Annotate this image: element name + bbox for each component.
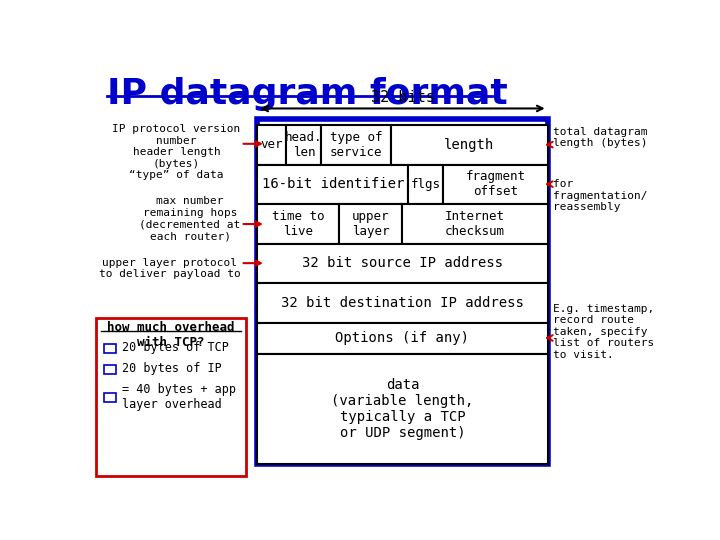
Text: 32 bit destination IP address: 32 bit destination IP address — [281, 296, 524, 310]
Text: data
(variable length,
typically a TCP
or UDP segment): data (variable length, typically a TCP o… — [331, 377, 474, 440]
Text: fragment
offset: fragment offset — [465, 170, 526, 198]
Text: how much overhead
with TCP?: how much overhead with TCP? — [107, 321, 235, 348]
Bar — [104, 393, 116, 402]
Bar — [391, 125, 548, 165]
Text: total datagram
length (bytes): total datagram length (bytes) — [553, 127, 648, 148]
Bar — [287, 125, 321, 165]
Text: ver: ver — [261, 138, 283, 151]
Text: head.
len: head. len — [285, 131, 323, 159]
Bar — [96, 319, 246, 476]
Text: 32 bit source IP address: 32 bit source IP address — [302, 256, 503, 271]
Text: for
fragmentation/
reassembly: for fragmentation/ reassembly — [553, 179, 648, 212]
Text: 32 bits: 32 bits — [371, 90, 434, 105]
Text: = 40 bytes + app
layer overhead: = 40 bytes + app layer overhead — [122, 383, 236, 411]
Text: upper layer protocol
to deliver payload to: upper layer protocol to deliver payload … — [99, 258, 240, 279]
Bar — [408, 165, 443, 204]
Text: IP protocol version
number
header length
(bytes)
“type” of data: IP protocol version number header length… — [112, 124, 240, 180]
Text: IP datagram format: IP datagram format — [107, 77, 508, 111]
Text: E.g. timestamp,
record route
taken, specify
list of routers
to visit.: E.g. timestamp, record route taken, spec… — [553, 303, 654, 360]
Bar — [258, 125, 287, 165]
Text: Options (if any): Options (if any) — [336, 331, 469, 345]
Text: length: length — [444, 138, 495, 152]
Bar — [402, 204, 548, 244]
Bar — [321, 125, 391, 165]
Text: 20 bytes of IP: 20 bytes of IP — [122, 362, 222, 375]
Text: 20 bytes of TCP: 20 bytes of TCP — [122, 341, 229, 354]
Text: flgs: flgs — [410, 178, 441, 191]
Bar — [258, 204, 338, 244]
Text: upper
layer: upper layer — [352, 210, 390, 238]
Text: time to
live: time to live — [271, 210, 324, 238]
Bar — [443, 165, 547, 204]
Bar — [104, 365, 116, 374]
Bar — [258, 119, 547, 464]
Bar — [104, 344, 116, 353]
Text: type of
service: type of service — [330, 131, 382, 159]
Bar — [338, 204, 402, 244]
Bar — [258, 283, 547, 322]
Text: max number
remaining hops
(decremented at
each router): max number remaining hops (decremented a… — [140, 196, 240, 241]
Text: 16-bit identifier: 16-bit identifier — [261, 177, 404, 191]
Bar — [258, 244, 547, 283]
Bar — [258, 354, 547, 464]
Text: Internet
checksum: Internet checksum — [445, 210, 505, 238]
Bar — [258, 322, 547, 354]
Bar — [258, 165, 408, 204]
